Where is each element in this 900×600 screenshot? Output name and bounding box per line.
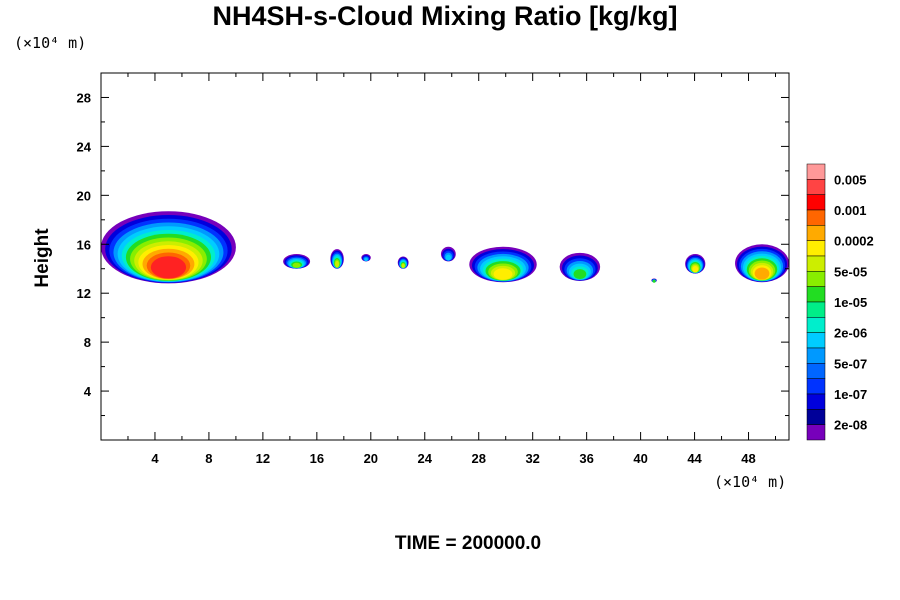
colorbar-swatch xyxy=(806,225,826,241)
colorbar-label: 1e-07 xyxy=(834,387,867,402)
x-tick-label: 4 xyxy=(151,451,159,466)
colorbar-swatch xyxy=(806,179,826,195)
x-tick-label: 24 xyxy=(418,451,433,466)
colorbar-label: 0.001 xyxy=(834,203,867,218)
colorbar-swatch xyxy=(806,409,826,425)
cloud-layer xyxy=(150,256,187,279)
colorbar-swatch xyxy=(806,301,826,318)
colorbar-label: 2e-08 xyxy=(834,418,867,433)
colorbar-swatch xyxy=(806,393,826,410)
y-tick-label: 4 xyxy=(84,384,92,399)
colorbar-label: 5e-05 xyxy=(834,264,867,279)
cloud-layer xyxy=(692,265,699,273)
y-axis: 4 8 12 16 20 24 28 xyxy=(77,90,789,417)
colorbar-swatch xyxy=(806,424,826,441)
cloud-layer xyxy=(292,262,301,268)
colorbar: 0.005 0.001 0.0002 5e-05 1e-05 2e-06 5e-07 1e-0… xyxy=(806,163,874,441)
colorbar-swatch xyxy=(806,363,826,379)
y-tick-label: 28 xyxy=(77,90,91,105)
cloud-layer xyxy=(573,269,587,280)
colorbar-swatch xyxy=(806,271,826,287)
y-tick-label: 8 xyxy=(84,335,91,350)
colorbar-swatch xyxy=(806,163,826,180)
colorbar-label: 0.0002 xyxy=(834,234,874,249)
cloud-layer xyxy=(493,268,513,280)
colorbar-swatch xyxy=(806,240,826,257)
colorbar-swatch xyxy=(806,209,826,226)
y-tick-label: 20 xyxy=(77,188,91,203)
cloud-layer xyxy=(652,279,656,283)
colorbar-label: 0.005 xyxy=(834,172,867,187)
colorbar-label: 5e-07 xyxy=(834,356,867,371)
colorbar-swatch xyxy=(806,317,826,333)
cloud-layer xyxy=(754,267,770,280)
colorbar-swatch xyxy=(806,378,826,395)
x-tick-label: 28 xyxy=(471,451,485,466)
cloud-layer xyxy=(335,260,340,268)
x-tick-label: 16 xyxy=(310,451,324,466)
colorbar-swatch xyxy=(806,286,826,303)
time-label: TIME = 200000.0 xyxy=(395,533,541,554)
cloud-layer xyxy=(401,263,405,268)
x-tick-label: 44 xyxy=(687,451,702,466)
cloud-layer xyxy=(364,257,368,261)
x-tick-label: 8 xyxy=(205,451,212,466)
colorbar-swatch xyxy=(806,332,826,349)
y-tick-label: 24 xyxy=(77,139,92,154)
cloud-layer xyxy=(445,254,452,261)
colorbar-swatch xyxy=(806,194,826,211)
x-tick-label: 36 xyxy=(579,451,593,466)
colorbar-label: 1e-05 xyxy=(834,295,867,310)
x-tick-label: 40 xyxy=(633,451,647,466)
x-tick-label: 48 xyxy=(741,451,755,466)
x-axis-unit: (×10⁴ m) xyxy=(714,473,786,491)
colorbar-label: 2e-06 xyxy=(834,326,867,341)
cloud-field xyxy=(100,211,789,284)
x-axis: 4 8 12 16 20 24 28 32 36 40 44 48 xyxy=(127,73,777,466)
x-tick-label: 20 xyxy=(364,451,378,466)
y-axis-unit: (×10⁴ m) xyxy=(14,34,86,52)
colorbar-swatch xyxy=(806,347,826,364)
chart-title: NH4SH-s-Cloud Mixing Ratio [kg/kg] xyxy=(213,1,678,31)
y-tick-label: 16 xyxy=(77,237,91,252)
plot-frame xyxy=(100,72,790,441)
y-tick-label: 12 xyxy=(77,286,91,301)
x-tick-label: 32 xyxy=(525,451,539,466)
x-tick-label: 12 xyxy=(256,451,270,466)
colorbar-swatch xyxy=(806,255,826,272)
y-axis-label: Height xyxy=(32,228,53,288)
